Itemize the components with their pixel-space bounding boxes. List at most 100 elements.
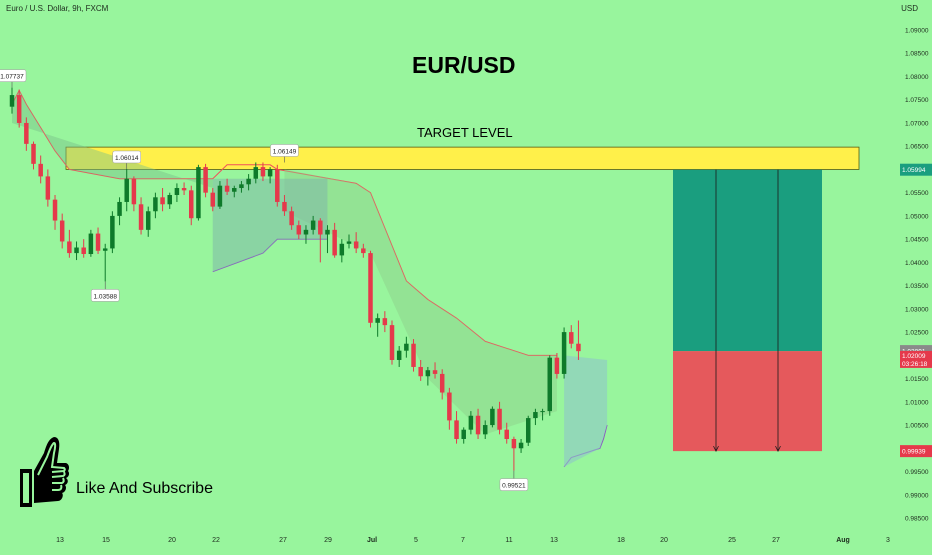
candle-body-40 <box>296 225 302 235</box>
callout-box-1 <box>112 150 141 164</box>
stop-fill-purple-a <box>212 178 328 272</box>
x-tick-2: 20 <box>168 537 176 544</box>
candle-body-79 <box>576 343 581 352</box>
candle-body-24 <box>181 188 187 191</box>
y-tick-2: 1.08000 <box>905 74 929 81</box>
loss-zone <box>673 351 822 452</box>
y-tick-16: 1.01000 <box>905 399 929 406</box>
candle-body-42 <box>310 220 316 230</box>
candle-body-45 <box>332 229 337 256</box>
candle-body-11 <box>88 233 94 255</box>
y-tick-13: 1.02500 <box>905 330 929 337</box>
candle-body-55 <box>404 343 409 351</box>
candle-body-30 <box>224 185 230 192</box>
candle-body-27 <box>203 167 208 193</box>
y-tick-8: 1.05000 <box>905 213 929 220</box>
profit-zone <box>673 169 822 352</box>
candle-body-35 <box>260 167 266 177</box>
candle-body-12 <box>95 233 101 251</box>
x-tick-11: 18 <box>617 537 625 544</box>
candle-body-65 <box>475 415 481 435</box>
candle-body-69 <box>504 429 509 439</box>
candle-body-10 <box>81 247 86 255</box>
price-callouts: 1.07737 1.06014 1.06149 1.03588 0.99521 <box>0 69 529 491</box>
candle-body-51 <box>375 318 380 323</box>
position-zones <box>65 146 860 453</box>
candle-body-63 <box>461 429 466 439</box>
candle-body-52 <box>382 318 388 326</box>
candle-body-39 <box>289 211 294 226</box>
candle-body-22 <box>167 194 172 205</box>
candle-body-41 <box>303 229 309 235</box>
y-tick-5: 1.06500 <box>905 144 929 151</box>
x-tick-15: Aug <box>836 537 850 544</box>
y-tick-20: 0.99000 <box>905 492 929 499</box>
candle-body-5 <box>45 176 51 200</box>
candle-body-6 <box>52 199 58 221</box>
candle-body-33 <box>246 178 251 185</box>
candles-layer <box>9 87 581 471</box>
candle-body-16 <box>124 178 129 202</box>
y-tick-10: 1.04000 <box>905 260 929 267</box>
candle-body-29 <box>217 185 223 207</box>
stop-fill-b <box>284 169 557 435</box>
candle-body-38 <box>282 201 287 212</box>
badge-stop: 0.99939 <box>902 449 926 456</box>
x-tick-10: 13 <box>550 537 558 544</box>
candle-body-32 <box>239 184 244 189</box>
y-tick-19: 0.99500 <box>905 469 929 476</box>
candle-body-14 <box>110 215 115 249</box>
x-tick-8: 7 <box>461 537 465 544</box>
stop-line-red <box>11 89 557 356</box>
candle-body-71 <box>518 442 524 449</box>
y-tick-0: 1.09000 <box>905 28 929 35</box>
candle-body-37 <box>275 169 280 202</box>
x-tick-0: 13 <box>56 537 64 544</box>
x-tick-5: 29 <box>324 537 332 544</box>
candle-body-58 <box>425 370 431 377</box>
candle-body-19 <box>145 211 151 230</box>
candle-body-72 <box>525 418 531 443</box>
y-tick-7: 1.05500 <box>905 190 929 197</box>
y-tick-3: 1.07500 <box>905 97 929 104</box>
candle-body-78 <box>569 332 574 344</box>
candle-body-7 <box>59 220 65 242</box>
candle-body-28 <box>210 192 216 207</box>
candle-body-48 <box>353 241 359 249</box>
x-tick-14: 27 <box>772 537 780 544</box>
candle-body-46 <box>339 243 345 256</box>
candle-body-43 <box>318 220 323 235</box>
candle-body-67 <box>490 408 495 426</box>
candle-body-3 <box>31 143 36 164</box>
candle-body-73 <box>533 412 538 419</box>
candle-body-23 <box>174 188 180 195</box>
stop-fill-purple-b <box>564 355 608 467</box>
callout-text-1: 1.06014 <box>115 155 139 162</box>
y-tick-11: 1.03500 <box>905 283 929 290</box>
price-axis: 1.09000 1.08500 1.08000 1.07500 1.07000 1.065… <box>900 28 932 523</box>
badge-countdown-bg <box>900 350 932 368</box>
y-tick-12: 1.03000 <box>905 306 929 313</box>
candle-body-66 <box>482 425 488 435</box>
badge-target: 1.05994 <box>902 167 926 174</box>
callout-box-0 <box>0 69 27 82</box>
candle-body-74 <box>540 411 545 413</box>
candle-body-56 <box>411 343 416 367</box>
candle-body-26 <box>196 167 201 219</box>
candle-body-76 <box>554 357 560 374</box>
candle-body-8 <box>67 241 72 254</box>
candle-body-61 <box>447 392 452 421</box>
like-subscribe-text: Like And Subscribe <box>76 480 213 497</box>
candle-body-13 <box>102 248 108 251</box>
candle-body-59 <box>432 370 438 374</box>
x-tick-3: 22 <box>212 537 220 544</box>
currency-label: USD <box>901 4 918 13</box>
x-tick-6: Jul <box>367 537 377 544</box>
candle-body-1 <box>16 95 22 123</box>
stop-fill-a <box>12 90 213 189</box>
candle-body-2 <box>24 122 29 144</box>
callout-box-4 <box>499 478 529 491</box>
thumbs-up-icon <box>20 437 70 507</box>
